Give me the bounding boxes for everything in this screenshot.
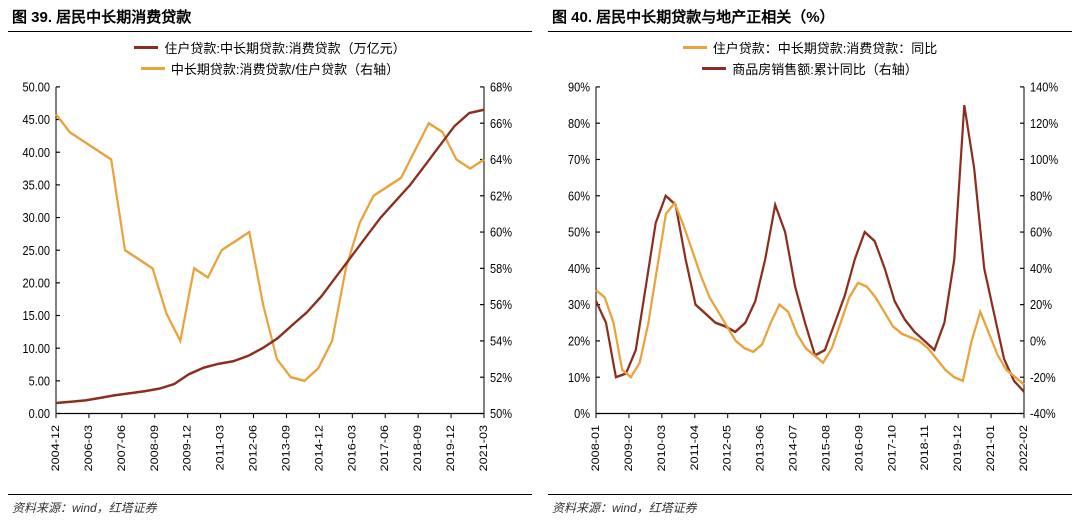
legend-item-2: 商品房销售额:累计同比（右轴） — [702, 59, 918, 78]
svg-text:2018-09: 2018-09 — [411, 425, 424, 472]
svg-text:2006-03: 2006-03 — [82, 425, 95, 472]
svg-text:40%: 40% — [568, 261, 590, 276]
legend-swatch-2 — [141, 67, 165, 70]
svg-text:2021-03: 2021-03 — [477, 425, 490, 472]
svg-text:90%: 90% — [568, 80, 590, 95]
svg-text:2014-07: 2014-07 — [786, 425, 799, 471]
legend-item-2: 中长期贷款:消费贷款/住户贷款（右轴） — [141, 59, 399, 78]
svg-text:80%: 80% — [568, 116, 590, 131]
svg-text:-40%: -40% — [1030, 406, 1056, 421]
svg-text:68%: 68% — [490, 80, 512, 95]
svg-text:54%: 54% — [490, 334, 512, 349]
svg-text:2019-12: 2019-12 — [951, 425, 964, 471]
svg-text:52%: 52% — [490, 370, 512, 385]
legend-swatch-1 — [683, 46, 707, 49]
svg-text:2017-06: 2017-06 — [378, 425, 391, 472]
svg-text:0%: 0% — [574, 406, 590, 421]
svg-text:2015-08: 2015-08 — [819, 425, 832, 472]
chart-area-left: 0.00 5.00 10.00 15.00 20.00 25.00 30.00 35.00 40… — [8, 80, 532, 494]
svg-text:2016-03: 2016-03 — [345, 425, 358, 472]
svg-text:2011-04: 2011-04 — [688, 425, 701, 471]
svg-text:40%: 40% — [1030, 261, 1052, 276]
svg-text:2013-06: 2013-06 — [753, 425, 766, 472]
svg-text:0.00: 0.00 — [29, 406, 51, 421]
legend-label-1: 住户贷款:中长期贷款:消费贷款（万亿元） — [164, 38, 405, 57]
svg-text:2016-09: 2016-09 — [852, 425, 865, 472]
svg-text:66%: 66% — [490, 116, 512, 131]
svg-text:2010-03: 2010-03 — [655, 425, 668, 472]
left-chart-panel: 图 39. 居民中长期消费贷款 住户贷款:中长期贷款:消费贷款（万亿元） 中长期… — [0, 0, 540, 522]
svg-text:50.00: 50.00 — [22, 80, 50, 95]
svg-text:2008-09: 2008-09 — [148, 425, 161, 472]
svg-text:60%: 60% — [568, 189, 590, 204]
svg-text:2012-05: 2012-05 — [720, 425, 733, 472]
svg-text:64%: 64% — [490, 152, 512, 167]
svg-text:30%: 30% — [568, 297, 590, 312]
legend-label-2: 商品房销售额:累计同比（右轴） — [732, 59, 918, 78]
svg-text:58%: 58% — [490, 261, 512, 276]
source-text: 资料来源：wind，红塔证券 — [8, 494, 532, 522]
legend-swatch-1 — [134, 46, 158, 49]
legend-label-2: 中长期贷款:消费贷款/住户贷款（右轴） — [171, 59, 399, 78]
chart-title: 图 39. 居民中长期消费贷款 — [8, 0, 532, 32]
svg-text:2004-12: 2004-12 — [49, 425, 62, 471]
svg-text:2017-10: 2017-10 — [885, 425, 898, 472]
svg-text:2007-06: 2007-06 — [115, 425, 128, 472]
svg-text:20%: 20% — [568, 334, 590, 349]
svg-text:0%: 0% — [1030, 334, 1046, 349]
legend: 住户贷款:中长期贷款:消费贷款（万亿元） 中长期贷款:消费贷款/住户贷款（右轴） — [8, 32, 532, 80]
svg-text:50%: 50% — [490, 406, 512, 421]
svg-text:2012-06: 2012-06 — [246, 425, 259, 472]
svg-text:5.00: 5.00 — [29, 374, 51, 389]
svg-text:56%: 56% — [490, 297, 512, 312]
svg-text:45.00: 45.00 — [22, 112, 50, 127]
svg-text:2009-12: 2009-12 — [180, 425, 193, 471]
svg-text:2013-09: 2013-09 — [279, 425, 292, 472]
svg-text:2019-12: 2019-12 — [444, 425, 457, 471]
legend: 住户贷款：中长期贷款:消费贷款：同比 商品房销售额:累计同比（右轴） — [548, 32, 1072, 80]
svg-text:2022-02: 2022-02 — [1017, 425, 1030, 471]
svg-text:20.00: 20.00 — [22, 276, 50, 291]
source-text: 资料来源：wind，红塔证券 — [548, 494, 1072, 522]
svg-text:60%: 60% — [490, 225, 512, 240]
chart-area-right: 0% 10% 20% 30% 40% 50% 60% 70% 80% 90% -40% -20% 0% 2… — [548, 80, 1072, 494]
svg-text:10.00: 10.00 — [22, 341, 50, 356]
svg-text:60%: 60% — [1030, 225, 1052, 240]
svg-text:62%: 62% — [490, 189, 512, 204]
svg-text:50%: 50% — [568, 225, 590, 240]
right-chart-panel: 图 40. 居民中长期贷款与地产正相关（%） 住户贷款：中长期贷款:消费贷款：同… — [540, 0, 1080, 522]
svg-text:2008-01: 2008-01 — [589, 425, 602, 472]
svg-text:25.00: 25.00 — [22, 243, 50, 258]
legend-item-1: 住户贷款：中长期贷款:消费贷款：同比 — [683, 38, 938, 57]
svg-text:2011-03: 2011-03 — [213, 425, 226, 471]
svg-text:20%: 20% — [1030, 297, 1052, 312]
svg-text:100%: 100% — [1030, 152, 1059, 167]
chart-title: 图 40. 居民中长期贷款与地产正相关（%） — [548, 0, 1072, 32]
legend-label-1: 住户贷款：中长期贷款:消费贷款：同比 — [713, 38, 938, 57]
svg-text:120%: 120% — [1030, 116, 1059, 131]
svg-text:2018-11: 2018-11 — [918, 425, 931, 471]
svg-text:30.00: 30.00 — [22, 210, 50, 225]
svg-text:70%: 70% — [568, 152, 590, 167]
svg-text:2014-12: 2014-12 — [312, 425, 325, 471]
legend-item-1: 住户贷款:中长期贷款:消费贷款（万亿元） — [134, 38, 405, 57]
svg-text:15.00: 15.00 — [22, 308, 50, 323]
svg-text:35.00: 35.00 — [22, 178, 50, 193]
svg-text:40.00: 40.00 — [22, 145, 50, 160]
svg-text:-20%: -20% — [1030, 370, 1056, 385]
svg-text:2021-01: 2021-01 — [984, 425, 997, 472]
svg-text:140%: 140% — [1030, 80, 1059, 95]
svg-text:10%: 10% — [568, 370, 590, 385]
svg-text:2009-02: 2009-02 — [622, 425, 635, 471]
legend-swatch-2 — [702, 67, 726, 70]
svg-text:80%: 80% — [1030, 189, 1052, 204]
